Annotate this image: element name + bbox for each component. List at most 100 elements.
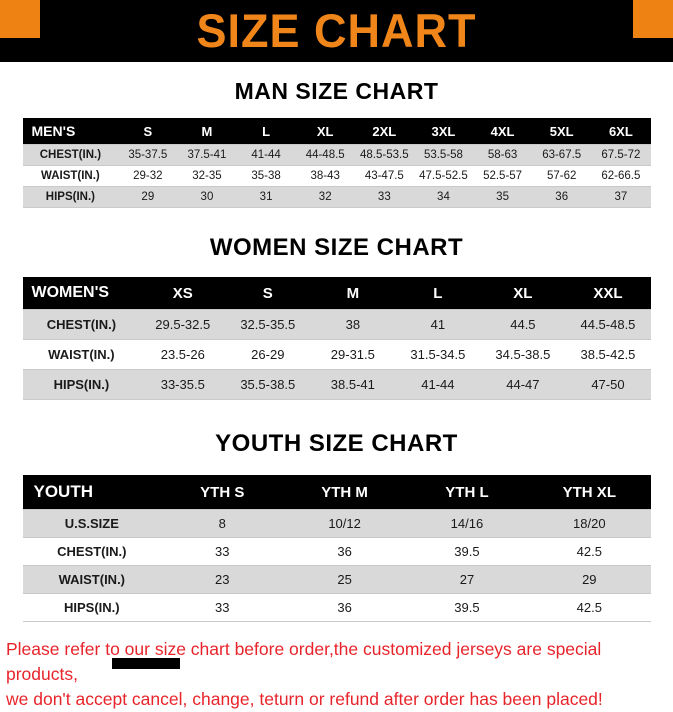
row-group-header: MEN'S <box>22 118 119 145</box>
size-cell: 44-48.5 <box>295 144 355 166</box>
column-header: 6XL <box>591 118 651 145</box>
page-title: SIZE CHART <box>196 3 477 58</box>
column-header: M <box>177 118 237 145</box>
corner-square-left <box>0 0 40 38</box>
row-label: CHEST(IN.) <box>22 144 119 166</box>
size-cell: 31.5-34.5 <box>395 339 481 370</box>
size-cell: 26-29 <box>225 339 311 370</box>
table-header-row: YOUTH YTH S YTH M YTH L YTH XL <box>22 475 651 510</box>
size-cell: 29.5-32.5 <box>140 309 226 340</box>
size-cell: 23.5-26 <box>140 339 226 370</box>
column-header: YTH S <box>161 475 284 510</box>
size-cell: 8 <box>161 509 284 538</box>
row-label: WAIST(IN.) <box>22 165 119 187</box>
table-row: WAIST(IN.) 23 25 27 29 <box>22 565 651 594</box>
size-cell: 47.5-52.5 <box>413 165 474 187</box>
size-cell: 35.5-38.5 <box>225 369 311 400</box>
size-cell: 14/16 <box>405 509 529 538</box>
size-cell: 44.5 <box>480 309 566 340</box>
column-header: XS <box>140 277 226 310</box>
table-row: WAIST(IN.) 29-32 32-35 35-38 38-43 43-47.5 47.… <box>22 165 651 187</box>
women-size-chart-heading: WOMEN SIZE CHART <box>209 234 464 261</box>
man-size-chart-section: MAN SIZE CHART MEN'S S M L XL 2XL 3XL 4XL 5XL 6XL… <box>0 78 673 208</box>
size-cell: 32.5-35.5 <box>225 309 311 340</box>
size-cell: 41-44 <box>236 144 296 166</box>
size-cell: 33 <box>354 186 414 208</box>
column-header: XL <box>295 118 355 145</box>
youth-size-chart-section: YOUTH SIZE CHART YOUTH YTH S YTH M YTH L YTH… <box>0 430 673 622</box>
size-cell: 63-67.5 <box>532 144 592 166</box>
note-line-1: Please refer to our size chart before or… <box>6 639 602 684</box>
size-cell: 44-47 <box>480 369 566 400</box>
column-header: S <box>225 277 311 310</box>
size-cell: 38.5-42.5 <box>565 339 651 370</box>
size-cell: 29 <box>118 186 178 208</box>
size-cell: 27 <box>405 565 529 594</box>
table-header-row: WOMEN'S XS S M L XL XXL <box>22 277 651 310</box>
size-cell: 29 <box>528 565 651 594</box>
size-cell: 10/12 <box>283 509 406 538</box>
row-label: CHEST(IN.) <box>22 309 141 340</box>
banner: SIZE CHART <box>0 0 673 62</box>
women-size-chart-section: WOMEN SIZE CHART WOMEN'S XS S M L XL XXL CHEST(… <box>0 234 673 400</box>
row-label: U.S.SIZE <box>22 509 162 538</box>
size-cell: 37.5-41 <box>177 144 237 166</box>
size-cell: 33-35.5 <box>140 369 226 400</box>
size-cell: 30 <box>177 186 237 208</box>
size-cell: 35-37.5 <box>118 144 178 166</box>
size-cell: 34 <box>413 186 474 208</box>
row-label: HIPS(IN.) <box>22 186 119 208</box>
order-note: Please refer to our size chart before or… <box>2 637 671 712</box>
size-cell: 18/20 <box>528 509 651 538</box>
column-header: 2XL <box>354 118 414 145</box>
size-cell: 33 <box>161 593 284 622</box>
table-row: CHEST(IN.) 29.5-32.5 32.5-35.5 38 41 44.5 44.5… <box>22 309 651 340</box>
table-row: CHEST(IN.) 33 36 39.5 42.5 <box>22 537 651 566</box>
size-cell: 36 <box>283 537 406 566</box>
table-row: U.S.SIZE 8 10/12 14/16 18/20 <box>22 509 651 538</box>
size-cell: 41-44 <box>395 369 481 400</box>
size-cell: 52.5-57 <box>473 165 533 187</box>
table-row: HIPS(IN.) 29 30 31 32 33 34 35 36 37 <box>22 186 651 208</box>
column-header: 5XL <box>532 118 592 145</box>
size-cell: 41 <box>395 309 481 340</box>
column-header: L <box>236 118 296 145</box>
row-label: HIPS(IN.) <box>22 369 141 400</box>
column-header: YTH XL <box>528 475 651 510</box>
size-cell: 67.5-72 <box>591 144 651 166</box>
size-cell: 32 <box>295 186 355 208</box>
table-row: CHEST(IN.) 35-37.5 37.5-41 41-44 44-48.5 48.5… <box>22 144 651 166</box>
size-cell: 38 <box>310 309 396 340</box>
size-cell: 39.5 <box>405 593 529 622</box>
column-header: 4XL <box>473 118 533 145</box>
man-size-table: MEN'S S M L XL 2XL 3XL 4XL 5XL 6XL CHEST(IN.) 35-37… <box>22 118 651 208</box>
man-size-chart-heading: MAN SIZE CHART <box>234 78 439 104</box>
column-header: S <box>118 118 178 145</box>
row-label: HIPS(IN.) <box>22 593 162 622</box>
row-group-header: WOMEN'S <box>22 277 141 310</box>
row-label: WAIST(IN.) <box>22 339 141 370</box>
column-header: XXL <box>565 277 651 310</box>
size-cell: 29-32 <box>118 165 178 187</box>
size-cell: 32-35 <box>177 165 237 187</box>
size-cell: 35 <box>473 186 533 208</box>
size-cell: 39.5 <box>405 537 529 566</box>
size-cell: 44.5-48.5 <box>565 309 651 340</box>
table-row: WAIST(IN.) 23.5-26 26-29 29-31.5 31.5-34.5 34… <box>22 339 651 370</box>
size-cell: 37 <box>591 186 651 208</box>
row-group-header: YOUTH <box>22 475 162 510</box>
size-cell: 38-43 <box>295 165 355 187</box>
column-header: XL <box>480 277 566 310</box>
size-cell: 42.5 <box>528 593 651 622</box>
size-cell: 42.5 <box>528 537 651 566</box>
size-cell: 33 <box>161 537 284 566</box>
row-label: WAIST(IN.) <box>22 565 162 594</box>
size-cell: 35-38 <box>236 165 296 187</box>
size-cell: 53.5-58 <box>413 144 474 166</box>
size-cell: 36 <box>532 186 592 208</box>
youth-size-table: YOUTH YTH S YTH M YTH L YTH XL U.S.SIZE 8 10/12… <box>22 475 651 622</box>
size-cell: 29-31.5 <box>310 339 396 370</box>
row-label: CHEST(IN.) <box>22 537 162 566</box>
youth-size-chart-heading: YOUTH SIZE CHART <box>215 430 458 457</box>
size-cell: 36 <box>283 593 406 622</box>
